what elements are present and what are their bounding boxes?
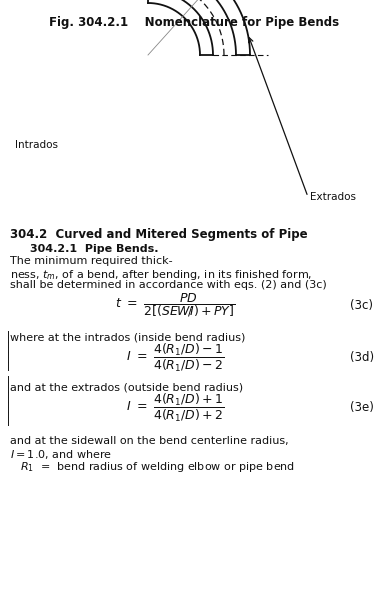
Text: Extrados: Extrados bbox=[310, 192, 356, 202]
Text: (3c): (3c) bbox=[350, 299, 373, 312]
Text: and at the extrados (outside bend radius): and at the extrados (outside bend radius… bbox=[10, 383, 243, 393]
Text: 304.2  Curved and Mitered Segments of Pipe: 304.2 Curved and Mitered Segments of Pip… bbox=[10, 228, 308, 241]
Text: $R_1$  =  bend radius of welding elbow or pipe bend: $R_1$ = bend radius of welding elbow or … bbox=[20, 460, 295, 474]
Text: The minimum required thick-: The minimum required thick- bbox=[10, 256, 173, 266]
Text: shall be determined in accordance with eqs. (2) and (3c): shall be determined in accordance with e… bbox=[10, 280, 327, 290]
Text: (3e): (3e) bbox=[350, 402, 374, 415]
Text: $t \ = \ \dfrac{PD}{2[(SEW\!/\!I) + PY]}$: $t \ = \ \dfrac{PD}{2[(SEW\!/\!I) + PY]}… bbox=[115, 291, 235, 319]
Text: where at the intrados (inside bend radius): where at the intrados (inside bend radiu… bbox=[10, 332, 245, 342]
Text: 304.2.1  Pipe Bends.: 304.2.1 Pipe Bends. bbox=[30, 244, 158, 254]
Text: (3d): (3d) bbox=[350, 352, 374, 365]
Text: ness, $t_m$, of a bend, after bending, in its finished form,: ness, $t_m$, of a bend, after bending, i… bbox=[10, 268, 312, 282]
Text: Fig. 304.2.1    Nomenclature for Pipe Bends: Fig. 304.2.1 Nomenclature for Pipe Bends bbox=[49, 16, 339, 29]
Text: $I \ = \ \dfrac{4(R_1/D) - 1}{4(R_1/D) - 2}$: $I \ = \ \dfrac{4(R_1/D) - 1}{4(R_1/D) -… bbox=[126, 342, 224, 374]
Text: $I \ = \ \dfrac{4(R_1/D) + 1}{4(R_1/D) + 2}$: $I \ = \ \dfrac{4(R_1/D) + 1}{4(R_1/D) +… bbox=[126, 392, 224, 424]
Text: Intrados: Intrados bbox=[15, 140, 58, 150]
Text: $I = 1.0$, and where: $I = 1.0$, and where bbox=[10, 448, 112, 461]
Text: and at the sidewall on the bend centerline radius,: and at the sidewall on the bend centerli… bbox=[10, 436, 289, 446]
